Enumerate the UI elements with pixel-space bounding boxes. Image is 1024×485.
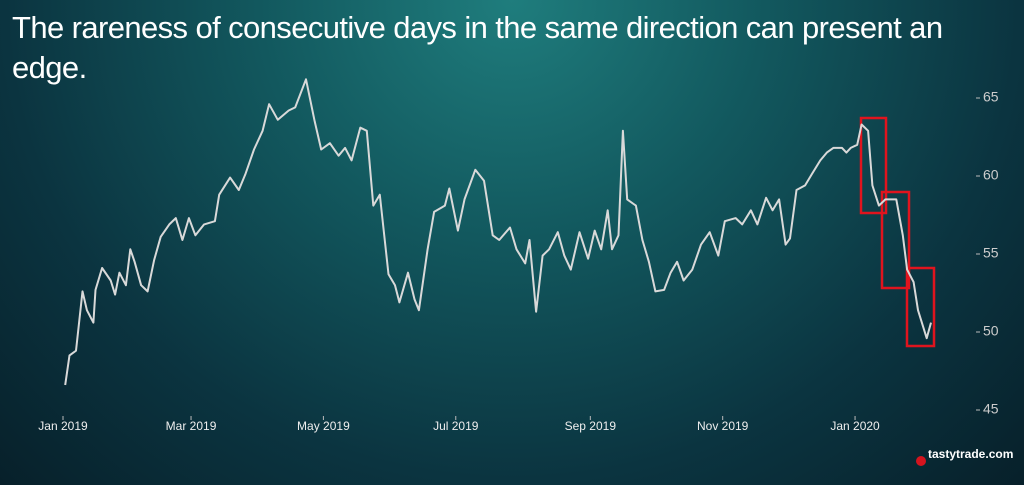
x-tick-label: Nov 2019 bbox=[697, 419, 749, 433]
x-tick-label: Jan 2019 bbox=[38, 419, 88, 433]
y-tick-label: 45 bbox=[983, 401, 999, 417]
logo-icon bbox=[916, 456, 926, 466]
y-tick-label: 55 bbox=[983, 245, 999, 261]
x-tick-label: Jan 2020 bbox=[830, 419, 880, 433]
y-tick-label: 50 bbox=[983, 323, 999, 339]
highlight-box bbox=[859, 116, 888, 215]
title: The rareness of consecutive days in the … bbox=[12, 10, 943, 85]
x-tick-label: May 2019 bbox=[297, 419, 350, 433]
y-tick-label: 65 bbox=[983, 89, 999, 105]
y-tick-label: 60 bbox=[983, 167, 999, 183]
x-tick-label: Mar 2019 bbox=[166, 419, 217, 433]
x-tick-label: Jul 2019 bbox=[433, 419, 479, 433]
highlight-box bbox=[905, 266, 936, 348]
x-tick-label: Sep 2019 bbox=[565, 419, 617, 433]
price-line bbox=[64, 78, 932, 386]
highlight-box bbox=[880, 190, 911, 290]
logo: tastytrade.com bbox=[928, 447, 1013, 461]
